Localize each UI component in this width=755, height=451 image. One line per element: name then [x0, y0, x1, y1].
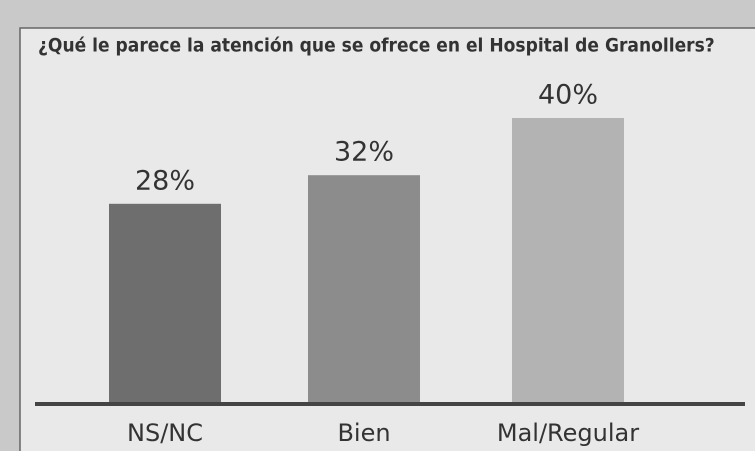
- plot: NS/NC 28% Bien 32% Mal/Regular 40%: [109, 80, 639, 447]
- x-tick-label: Bien: [337, 419, 390, 447]
- value-label: 28%: [135, 165, 195, 196]
- value-label: 32%: [334, 137, 394, 168]
- chart-title: ¿Qué le parece la atención que se ofrece…: [38, 35, 715, 57]
- bar: [512, 118, 624, 404]
- bar: [308, 175, 420, 404]
- x-tick-label: Mal/Regular: [497, 419, 639, 447]
- x-tick-label: NS/NC: [127, 419, 203, 447]
- bar: [109, 203, 221, 404]
- value-label: 40%: [538, 80, 598, 111]
